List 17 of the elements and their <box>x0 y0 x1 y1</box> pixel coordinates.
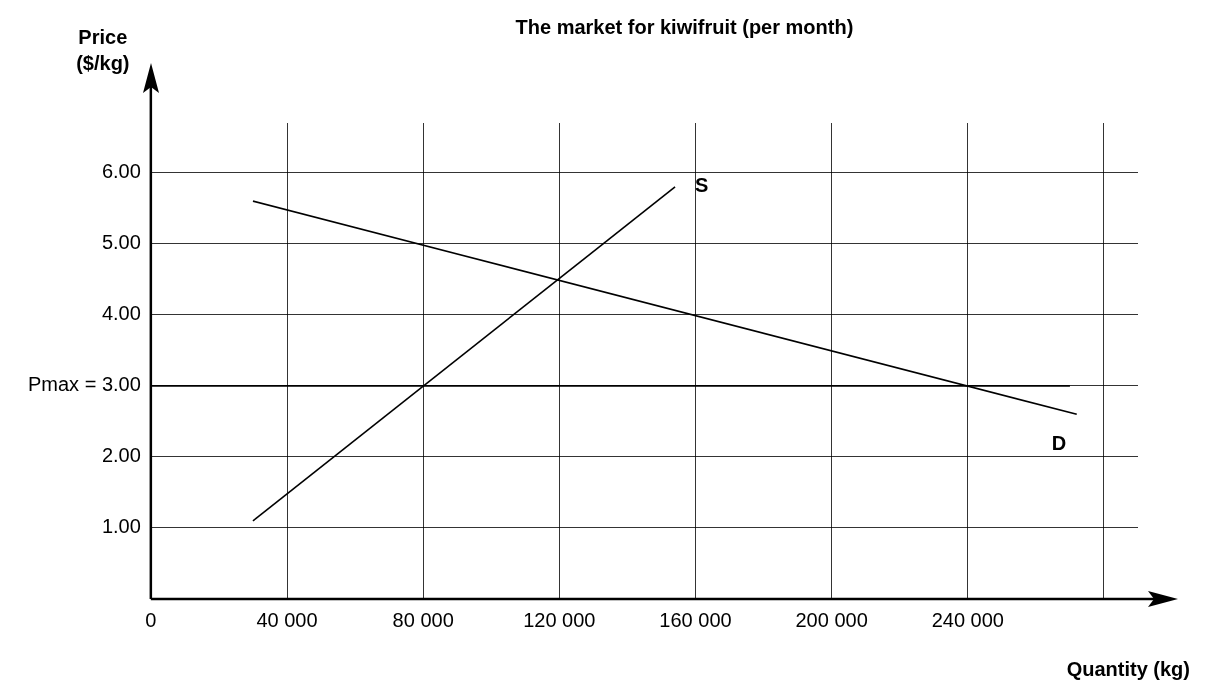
x-tick-label: 0 <box>145 608 157 631</box>
x-tick-label: 80 000 <box>392 608 454 631</box>
y-tick-label: 6.00 <box>101 160 141 183</box>
x-tick-label: 40 000 <box>256 608 318 631</box>
y-tick-label: 1.00 <box>101 515 141 538</box>
x-axis-title: Quantity (kg) <box>1066 657 1190 680</box>
x-tick-label: 120 000 <box>523 608 596 631</box>
y-tick-label: Pmax = 3.00 <box>28 373 141 396</box>
y-axis-title: Price ($/kg) <box>76 25 130 74</box>
x-tick-label: 240 000 <box>931 608 1004 631</box>
y-tick-label: 4.00 <box>101 302 141 325</box>
y-tick-label: 5.00 <box>101 231 141 254</box>
x-tick-label: 200 000 <box>795 608 868 631</box>
chart-title: The market for kiwifruit (per month) <box>515 15 854 38</box>
series-label: D <box>1051 431 1067 454</box>
y-tick-label: 2.00 <box>101 444 141 467</box>
x-tick-label: 160 000 <box>659 608 732 631</box>
